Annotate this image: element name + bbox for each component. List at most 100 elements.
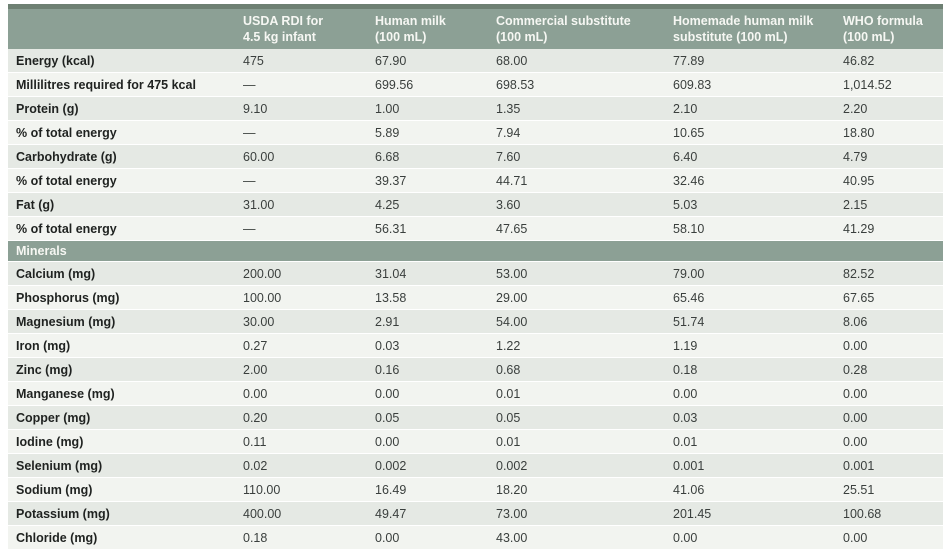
cell-value: 18.20 (496, 482, 528, 497)
cell-value: 2.15 (843, 197, 868, 212)
cell-value: 25.51 (843, 482, 875, 497)
cell-value: 0.00 (673, 386, 698, 401)
cell-value: 67.90 (375, 53, 407, 68)
cell-value: 3.60 (496, 197, 521, 212)
table-row: Energy (kcal) 475 67.90 68.00 77.89 46.82 (8, 49, 943, 73)
cell-value: 1.19 (673, 338, 698, 353)
cell-value: 0.03 (673, 410, 698, 425)
table-row: Fat (g) 31.00 4.25 3.60 5.03 2.15 (8, 193, 943, 217)
row-label: % of total energy (16, 221, 117, 236)
row-label: Magnesium (mg) (16, 314, 116, 329)
cell-value: 44.71 (496, 173, 528, 188)
cell-value: 46.82 (843, 53, 875, 68)
cell-value: — (243, 173, 256, 188)
cell-value: 0.03 (375, 338, 400, 353)
cell-value: 77.89 (673, 53, 705, 68)
cell-value: 0.05 (375, 410, 400, 425)
cell-value: 0.001 (673, 458, 705, 473)
cell-value: 201.45 (673, 506, 712, 521)
row-label: Calcium (mg) (16, 266, 96, 281)
table-row: Sodium (mg) 110.00 16.49 18.20 41.06 25.51 (8, 478, 943, 502)
cell-value: 32.46 (673, 173, 705, 188)
cell-value: 0.00 (375, 530, 400, 545)
cell-value: 0.00 (243, 386, 268, 401)
cell-value: 31.00 (243, 197, 275, 212)
row-label: Selenium (mg) (16, 458, 103, 473)
table-body: Energy (kcal) 475 67.90 68.00 77.89 46.82 Mill… (8, 49, 943, 550)
table-row: Copper (mg) 0.20 0.05 0.05 0.03 0.00 (8, 406, 943, 430)
row-label: Sodium (mg) (16, 482, 93, 497)
cell-value: 0.00 (843, 410, 868, 425)
cell-value: 6.40 (673, 149, 698, 164)
cell-value: 2.10 (673, 101, 698, 116)
cell-value: 0.20 (243, 410, 268, 425)
table-row: Calcium (mg) 200.00 31.04 53.00 79.00 82.52 (8, 262, 943, 286)
cell-value: 609.83 (673, 77, 712, 92)
cell-value: 100.00 (243, 290, 282, 305)
table-row: Iodine (mg) 0.11 0.00 0.01 0.01 0.00 (8, 430, 943, 454)
cell-value: 5.89 (375, 125, 400, 140)
cell-value: 18.80 (843, 125, 875, 140)
cell-value: 49.47 (375, 506, 407, 521)
cell-value: 6.68 (375, 149, 400, 164)
row-label: Phosphorus (mg) (16, 290, 120, 305)
cell-value: 53.00 (496, 266, 528, 281)
table-row: Magnesium (mg) 30.00 2.91 54.00 51.74 8.06 (8, 310, 943, 334)
cell-value: 0.00 (843, 530, 868, 545)
cell-value: 0.18 (673, 362, 698, 377)
row-label: Protein (g) (16, 101, 79, 116)
cell-value: 0.002 (375, 458, 407, 473)
row-label: Potassium (mg) (16, 506, 110, 521)
cell-value: 68.00 (496, 53, 528, 68)
cell-value: 16.49 (375, 482, 407, 497)
table-header-row: USDA RDI for 4.5 kg infant Human milk (10… (8, 9, 943, 49)
cell-value: 82.52 (843, 266, 875, 281)
cell-value: 0.00 (843, 434, 868, 449)
cell-value: 58.10 (673, 221, 705, 236)
cell-value: 0.002 (496, 458, 528, 473)
cell-value: 1,014.52 (843, 77, 892, 92)
cell-value: 0.01 (673, 434, 698, 449)
row-label: Copper (mg) (16, 410, 91, 425)
column-header: USDA RDI for 4.5 kg infant (243, 14, 324, 44)
row-label: Zinc (mg) (16, 362, 73, 377)
cell-value: 699.56 (375, 77, 414, 92)
cell-value: 200.00 (243, 266, 282, 281)
cell-value: 0.00 (673, 530, 698, 545)
cell-value: 0.00 (843, 338, 868, 353)
cell-value: 47.65 (496, 221, 528, 236)
cell-value: 0.01 (496, 386, 521, 401)
cell-value: 0.28 (843, 362, 868, 377)
cell-value: 73.00 (496, 506, 528, 521)
cell-value: 30.00 (243, 314, 275, 329)
cell-value: 5.03 (673, 197, 698, 212)
table-row: Phosphorus (mg) 100.00 13.58 29.00 65.46 67.6… (8, 286, 943, 310)
table-row: Millilitres required for 475 kcal — 699.56… (8, 73, 943, 97)
cell-value: 100.68 (843, 506, 882, 521)
nutrition-comparison-table: USDA RDI for 4.5 kg infant Human milk (10… (8, 4, 943, 550)
cell-value: 0.01 (496, 434, 521, 449)
table-row: % of total energy — 5.89 7.94 10.65 18.80 (8, 121, 943, 145)
column-header: Human milk (100 mL) (375, 14, 446, 44)
table-row: Potassium (mg) 400.00 49.47 73.00 201.45 100.… (8, 502, 943, 526)
cell-value: — (243, 125, 256, 140)
table-top-rule (8, 4, 943, 9)
row-label: Iron (mg) (16, 338, 71, 353)
cell-value: 60.00 (243, 149, 275, 164)
cell-value: 0.00 (843, 386, 868, 401)
cell-value: 475 (243, 53, 264, 68)
header-stub-cell (8, 9, 235, 49)
cell-value: 2.00 (243, 362, 268, 377)
row-label: Carbohydrate (g) (16, 149, 117, 164)
cell-value: 79.00 (673, 266, 705, 281)
cell-value: 7.94 (496, 125, 521, 140)
row-label: % of total energy (16, 173, 117, 188)
column-header: WHO formula (100 mL) (843, 14, 923, 44)
cell-value: 9.10 (243, 101, 268, 116)
cell-value: 0.18 (243, 530, 268, 545)
cell-value: 4.25 (375, 197, 400, 212)
cell-value: 13.58 (375, 290, 407, 305)
table-row: Zinc (mg) 2.00 0.16 0.68 0.18 0.28 (8, 358, 943, 382)
cell-value: 0.16 (375, 362, 400, 377)
cell-value: 67.65 (843, 290, 875, 305)
